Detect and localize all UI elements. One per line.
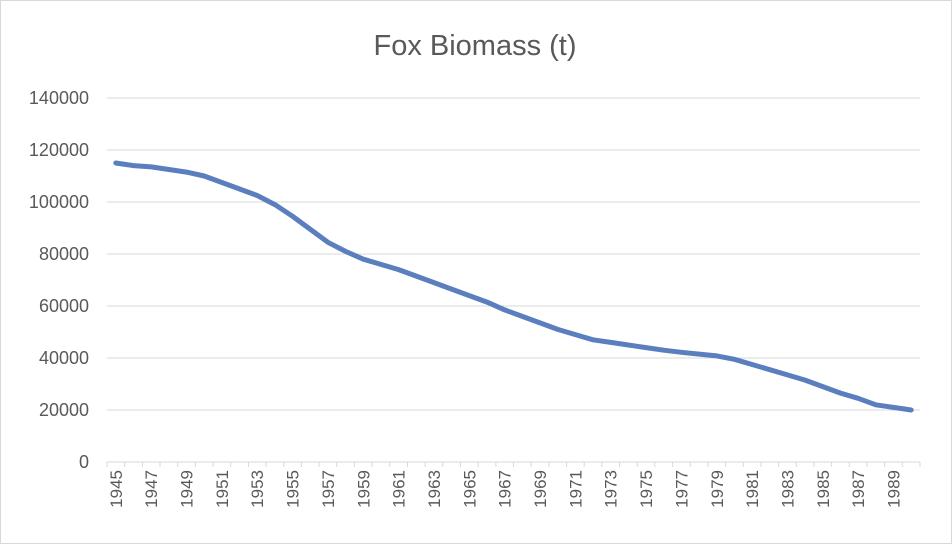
x-tick-label: 1947 [142,470,161,508]
x-tick-label: 1945 [107,470,126,508]
y-tick-label: 100000 [29,192,89,212]
chart-title: Fox Biomass (t) [373,30,576,62]
y-tick-label: 0 [79,452,89,472]
x-tick-label: 1949 [178,470,197,508]
x-tick-label: 1959 [354,470,373,508]
series-line [113,160,914,413]
x-axis-tick-labels: 1945 1947 1949 1951 1953 1955 1957 1959 1961 1963… [107,470,904,508]
x-tick-label: 1981 [743,470,762,508]
x-tick-label: 1971 [566,470,585,508]
x-tick-label: 1967 [496,470,515,508]
x-tick-label: 1955 [284,470,303,508]
x-axis [106,461,921,467]
x-tick-label: 1987 [849,470,868,508]
x-tick-label: 1969 [531,470,550,508]
x-tick-label: 1973 [602,470,621,508]
x-tick-label: 1985 [814,470,833,508]
x-tick-label: 1983 [778,470,797,508]
y-tick-label: 140000 [29,88,89,108]
x-tick-label: 1975 [637,470,656,508]
series-layer [113,160,914,413]
x-tick-label: 1979 [708,470,727,508]
x-tick-label: 1963 [425,470,444,508]
x-tick-label: 1951 [213,470,232,508]
gridlines [107,97,920,411]
y-axis-tick-labels: 0 20000 40000 60000 80000 100000 120000 140000 [29,88,89,472]
y-tick-label: 20000 [39,400,89,420]
x-tick-label: 1953 [248,470,267,508]
x-tick-label: 1961 [390,470,409,508]
x-tick-label: 1965 [460,470,479,508]
y-tick-label: 60000 [39,296,89,316]
x-tick-label: 1977 [672,470,691,508]
x-tick-label: 1957 [319,470,338,508]
y-tick-label: 80000 [39,244,89,264]
x-tick-label: 1989 [884,470,903,508]
y-tick-label: 40000 [39,348,89,368]
y-tick-label: 120000 [29,140,89,160]
